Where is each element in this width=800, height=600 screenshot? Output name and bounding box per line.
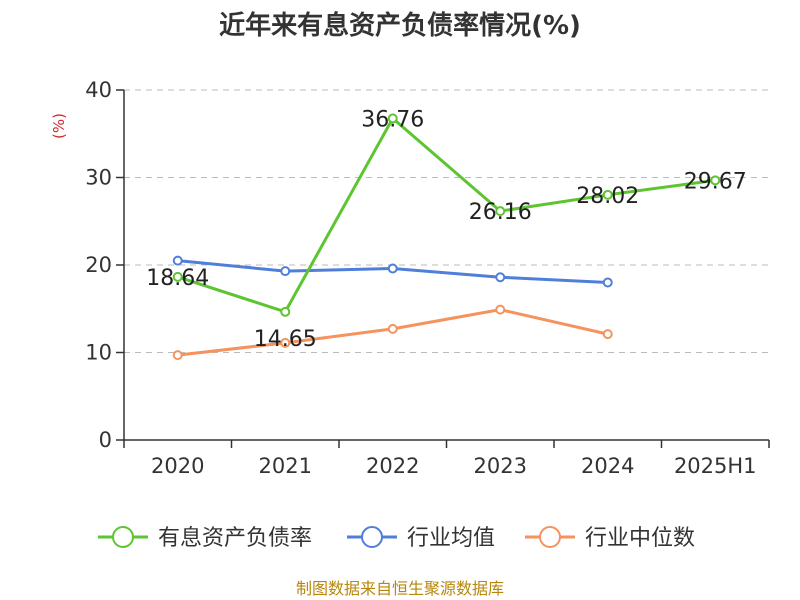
- data-label: 26.16: [469, 200, 532, 225]
- y-tick-label: 20: [85, 253, 112, 277]
- x-tick-label: 2021: [259, 454, 312, 478]
- data-point: [280, 306, 291, 317]
- y-axis-unit: (%): [50, 113, 68, 139]
- legend-label: 行业中位数: [585, 526, 695, 551]
- legend-marker: [112, 526, 134, 548]
- data-label: 29.67: [684, 169, 747, 194]
- data-point: [602, 189, 613, 200]
- y-tick-label: 10: [85, 341, 112, 365]
- x-tick-label: 2025H1: [674, 454, 757, 478]
- plot-area: 0 10 20 30 40 2020 2021 2022 2023 2024 2025H1 18.64…: [85, 78, 770, 478]
- y-tick-label: 40: [85, 78, 112, 102]
- series-line: [177, 116, 716, 314]
- data-point: [387, 263, 398, 274]
- data-label: 36.76: [361, 107, 424, 132]
- data-point: [172, 350, 183, 361]
- chart-title: 近年来有息资产负债率情况(%): [219, 10, 581, 41]
- data-point: [280, 337, 291, 348]
- data-label: 28.02: [576, 184, 639, 209]
- x-tick-label: 2020: [151, 454, 204, 478]
- legend-label: 行业均值: [407, 526, 495, 551]
- x-tick-label: 2024: [581, 454, 634, 478]
- x-tick-label: 2023: [474, 454, 527, 478]
- data-point: [495, 206, 506, 217]
- data-point: [495, 272, 506, 283]
- data-point: [602, 277, 613, 288]
- y-tick-label: 30: [85, 166, 112, 190]
- legend-label: 有息资产负债率: [158, 526, 312, 551]
- source-note: 制图数据来自恒生聚源数据库: [296, 579, 504, 598]
- data-label: 14.65: [254, 327, 317, 352]
- data-point: [602, 329, 613, 340]
- data-label: 18.64: [146, 266, 209, 291]
- data-point: [387, 113, 398, 124]
- legend-marker: [539, 526, 561, 548]
- data-point: [710, 175, 721, 186]
- data-point: [280, 266, 291, 277]
- y-tick-label: 0: [99, 428, 112, 452]
- data-point: [172, 271, 183, 282]
- data-point: [387, 323, 398, 334]
- x-tick-label: 2022: [366, 454, 419, 478]
- data-point: [172, 255, 183, 266]
- data-point: [495, 304, 506, 315]
- legend: 有息资产负债率 行业均值 行业中位数: [98, 526, 695, 551]
- legend-marker: [361, 526, 383, 548]
